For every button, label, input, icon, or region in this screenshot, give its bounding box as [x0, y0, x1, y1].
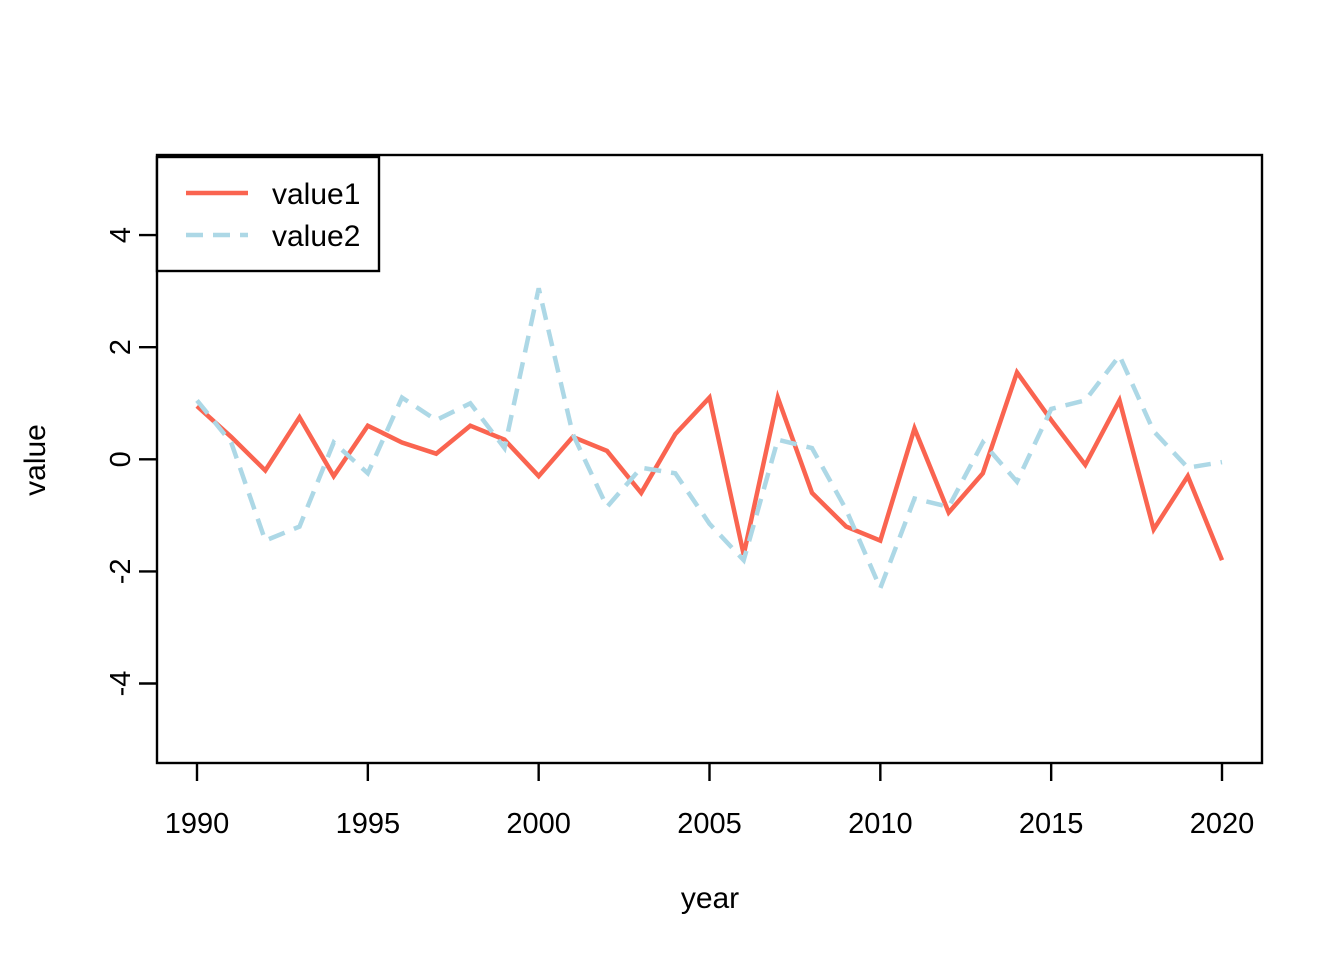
x-tick-label: 2000 — [506, 808, 571, 840]
data-series — [195, 287, 1225, 595]
y-tick-label: -4 — [105, 671, 137, 697]
y-tick-label: 2 — [105, 339, 137, 355]
y-tick-label: 4 — [105, 227, 137, 243]
x-tick-label: 1995 — [336, 808, 401, 840]
x-tick-label: 1990 — [165, 808, 230, 840]
series-value2-line — [195, 287, 1223, 595]
x-axis-title: year — [681, 882, 739, 915]
legend: value1 value2 — [155, 155, 381, 273]
legend-box — [155, 155, 381, 273]
series-value1-line — [195, 367, 1225, 562]
legend-label-value1: value1 — [272, 178, 360, 211]
x-axis: 1990 1995 2000 2005 2010 2015 2020 — [165, 763, 1255, 840]
legend-label-value2: value2 — [272, 220, 360, 253]
y-axis-title: value — [19, 424, 52, 496]
y-axis: -4 -2 0 2 4 — [105, 227, 157, 696]
x-tick-label: 2005 — [677, 808, 742, 840]
x-tick-label: 2015 — [1019, 808, 1084, 840]
y-tick-label: -2 — [105, 559, 137, 585]
x-tick-label: 2010 — [848, 808, 913, 840]
y-tick-label: 0 — [105, 451, 137, 467]
x-tick-label: 2020 — [1190, 808, 1255, 840]
